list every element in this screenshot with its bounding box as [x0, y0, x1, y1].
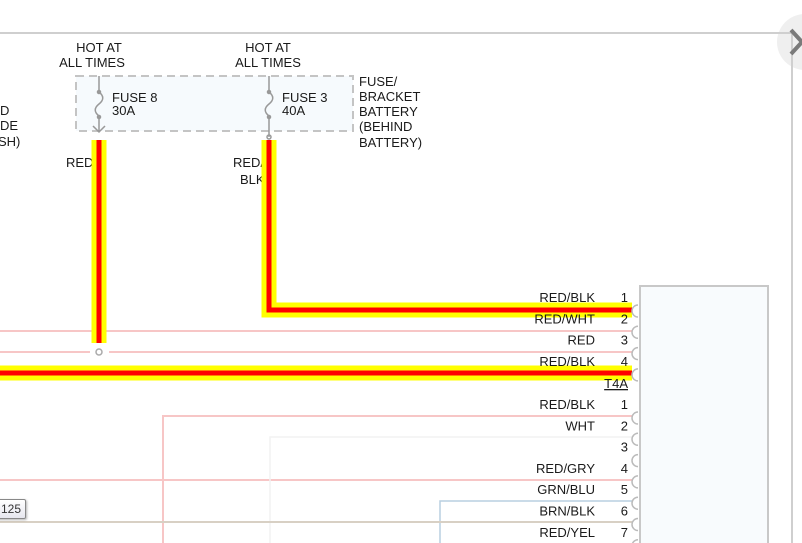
fuse-block-label: FUSE/	[359, 74, 398, 89]
pin-wire-label: RED/YEL	[539, 525, 595, 540]
pin-terminal	[631, 517, 639, 532]
fuse-block-label: BATTERY	[359, 104, 418, 119]
pin-wire-label: RED/BLK	[539, 397, 595, 412]
thin-wires	[0, 330, 632, 543]
fuse-rating: 40A	[282, 103, 305, 118]
wire-color-label: RED	[66, 155, 93, 170]
pin-number: 2	[621, 311, 628, 326]
pin-number: 5	[621, 482, 628, 497]
fuse-rating: 30A	[112, 103, 135, 118]
hot-label: HOT AT	[76, 40, 122, 55]
pin-terminal	[631, 368, 639, 382]
pin-terminal	[631, 432, 639, 447]
hot-label: ALL TIMES	[235, 55, 301, 70]
pin-number: 3	[621, 333, 628, 348]
fuse-3-symbol	[264, 76, 274, 140]
pin-terminal	[631, 325, 639, 340]
pin-wire-label: GRN/BLU	[537, 482, 595, 497]
pin-wire-label: BRN/BLK	[539, 504, 595, 519]
fuse-block	[75, 75, 354, 132]
pin-wire-label: RED	[568, 333, 595, 348]
pin-terminal	[631, 453, 639, 468]
hot-label: ALL TIMES	[59, 55, 125, 70]
pin-wire-label: RED/WHT	[534, 311, 595, 326]
pin-wire-label: WHT	[565, 418, 595, 433]
wht-wire	[269, 436, 632, 543]
pin-terminal	[631, 475, 639, 489]
chevron-right-icon[interactable]	[789, 28, 802, 56]
fuse-8-symbol	[92, 76, 106, 134]
pin-number: 1	[621, 290, 628, 305]
partial-label: D	[0, 103, 9, 118]
partial-label: SH)	[0, 134, 20, 149]
pin-number: 2	[621, 418, 628, 433]
pin-number: 3	[621, 440, 628, 455]
pin-terminal	[631, 496, 639, 510]
pin-wire-label: RED/GRY	[536, 461, 595, 476]
pin-number: 7	[621, 525, 628, 540]
pin-number: 1	[621, 397, 628, 412]
pin-number: 4	[621, 461, 628, 476]
pin-terminal	[631, 411, 639, 425]
wire-color-label: RED/	[233, 155, 264, 170]
fuse-name: FUSE 8	[112, 90, 158, 105]
fuse-block-label: BATTERY)	[359, 135, 422, 150]
highlighted-wires	[0, 140, 632, 381]
pin-wire-label: RED/BLK	[539, 354, 595, 369]
page-tooltip: 125	[0, 499, 27, 519]
partial-label: DE	[0, 118, 18, 133]
connector-name[interactable]: T4A	[604, 376, 628, 391]
splice-dot	[95, 348, 103, 356]
fuse-block-label: BRACKET	[359, 89, 420, 104]
pin-number: 4	[621, 354, 628, 369]
pin-number: 6	[621, 504, 628, 519]
wire-color-label: BLK	[240, 172, 265, 187]
pin-terminal	[631, 539, 639, 543]
fuse-block-label: (BEHIND	[359, 119, 412, 134]
hot-label: HOT AT	[245, 40, 291, 55]
connector-body	[639, 285, 769, 543]
pin-terminal	[631, 304, 639, 318]
pin-wire-label: RED/BLK	[539, 290, 595, 305]
fuse-name: FUSE 3	[282, 90, 328, 105]
grn-blu-wire	[439, 500, 632, 543]
pin-terminal	[631, 346, 639, 361]
